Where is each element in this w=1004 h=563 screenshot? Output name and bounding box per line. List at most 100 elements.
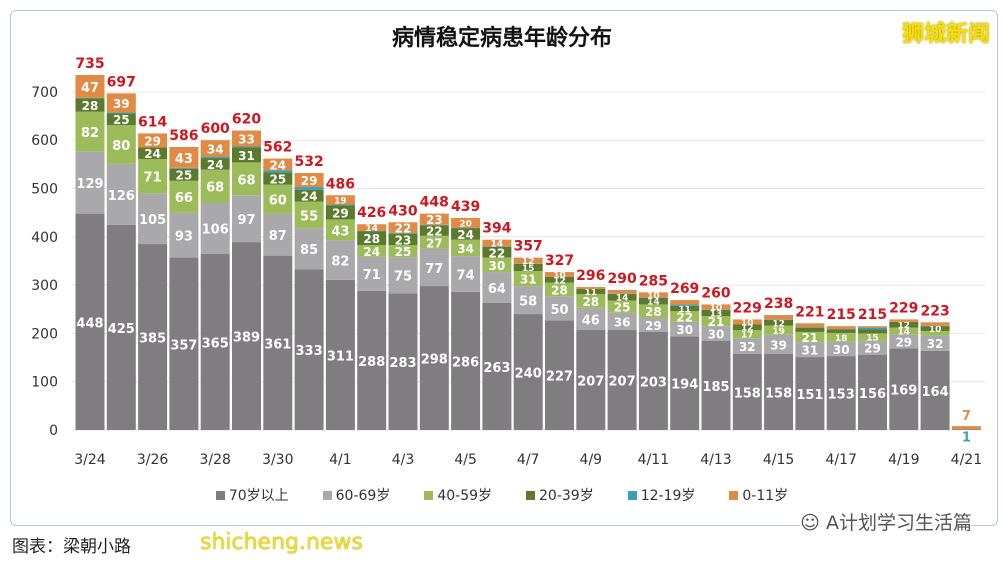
bar-segment — [951, 426, 981, 430]
bar-segment — [200, 202, 230, 254]
segment-label: 29 — [645, 319, 662, 333]
segment-label: 263 — [483, 361, 510, 376]
segment-label: 357 — [170, 338, 197, 353]
bar-segment — [701, 340, 731, 430]
total-label: 223 — [920, 303, 949, 319]
total-label: 486 — [326, 176, 355, 192]
bar-segment — [75, 111, 105, 152]
segment-label: 39 — [113, 97, 130, 111]
segment-label: 29 — [864, 342, 881, 356]
bar-segment — [106, 112, 136, 114]
bar-segment — [451, 217, 481, 228]
bar-segment — [889, 321, 919, 328]
bar-segment — [513, 257, 543, 264]
watermark-site: shicheng.news — [200, 530, 363, 555]
legend-label: 12-19岁 — [640, 488, 696, 504]
y-tick-label: 700 — [31, 85, 58, 101]
bar-segment — [826, 341, 856, 357]
segment-label: 25 — [395, 245, 412, 259]
total-label: 600 — [201, 121, 230, 137]
total-label: 394 — [482, 221, 511, 237]
segment-label: 82 — [331, 254, 349, 269]
x-tick-label: 4/13 — [700, 452, 731, 468]
bar-segment — [169, 167, 199, 169]
legend-label: 60-69岁 — [335, 488, 391, 504]
total-label: 614 — [138, 114, 167, 130]
bar-segment — [920, 335, 950, 351]
total-label: 532 — [294, 154, 323, 170]
total-label: 229 — [733, 300, 762, 316]
segment-label: 164 — [922, 385, 949, 400]
segment-label: 24 — [301, 190, 318, 204]
bar-segment — [388, 293, 418, 430]
bar-segment — [294, 228, 324, 270]
bar-segment — [263, 172, 293, 185]
bar-segment — [545, 282, 574, 297]
segment-label: 10 — [553, 271, 566, 281]
segment-label: 361 — [264, 337, 291, 352]
legend-swatch — [215, 490, 225, 500]
bar-segment — [732, 330, 762, 339]
bar-segment — [232, 147, 261, 163]
segment-label: 23 — [395, 233, 412, 247]
bar-segment — [545, 272, 574, 277]
segment-label: 389 — [233, 331, 260, 346]
y-tick-label: 600 — [31, 133, 58, 149]
bar-segment — [200, 158, 230, 170]
bar-segment — [138, 193, 168, 245]
wechat-icon: ☺ — [800, 512, 826, 534]
segment-label: 31 — [520, 273, 537, 287]
segment-label: 27 — [426, 236, 443, 250]
bar-segment — [75, 74, 105, 98]
bar-segment — [451, 239, 481, 257]
bar-segment — [325, 205, 355, 220]
x-tick-label: 3/26 — [137, 452, 169, 468]
segment-label: 286 — [452, 355, 479, 370]
segment-label: 29 — [895, 335, 912, 349]
bar-segment — [106, 125, 136, 164]
x-tick-label: 3/24 — [74, 452, 106, 468]
segment-label: 288 — [358, 355, 385, 370]
segment-label: 60 — [269, 194, 287, 209]
segment-label: 14 — [647, 298, 660, 308]
bar-segment — [294, 189, 324, 202]
bar-segment — [545, 296, 574, 321]
segment-label: 71 — [144, 171, 162, 186]
segment-label: 25 — [614, 301, 631, 315]
bar-segment — [75, 98, 105, 112]
segment-label: 10 — [929, 325, 942, 335]
segment-label: 74 — [457, 268, 475, 283]
segment-label: 82 — [81, 126, 99, 141]
segment-label: 29 — [144, 134, 161, 148]
bar-segment — [545, 276, 574, 283]
x-tick-label: 4/17 — [825, 452, 856, 468]
legend-item: 60-69岁 — [322, 485, 391, 505]
bar-segment — [419, 286, 449, 430]
bar-segment — [889, 348, 919, 430]
segment-label: 25 — [113, 113, 130, 127]
bar-segment — [513, 263, 543, 272]
segment-label: 12 — [741, 324, 754, 334]
bar-segment — [169, 212, 199, 258]
wechat-source: ☺ A计划学习生活篇 — [800, 508, 972, 535]
total-label: 269 — [670, 281, 699, 297]
bar-segment — [451, 228, 481, 240]
segment-label: 333 — [296, 344, 323, 359]
legend-swatch — [424, 490, 434, 500]
segment-label: 425 — [108, 322, 135, 337]
bar-segment — [795, 331, 825, 343]
bar-segment — [263, 184, 293, 214]
total-label: 215 — [858, 307, 887, 323]
segment-label: 19 — [772, 327, 785, 337]
bar-segment — [419, 225, 449, 236]
bar-segment — [670, 311, 700, 322]
segment-label: 28 — [582, 295, 599, 309]
segment-label: 66 — [175, 191, 193, 206]
segment-label: 10 — [710, 303, 723, 313]
segment-label: 158 — [765, 386, 792, 401]
bar-segment — [607, 330, 637, 430]
segment-label: 12 — [522, 257, 535, 267]
bar-segment — [75, 151, 105, 214]
segment-label: 30 — [708, 327, 725, 341]
segment-label: 22 — [395, 222, 412, 236]
